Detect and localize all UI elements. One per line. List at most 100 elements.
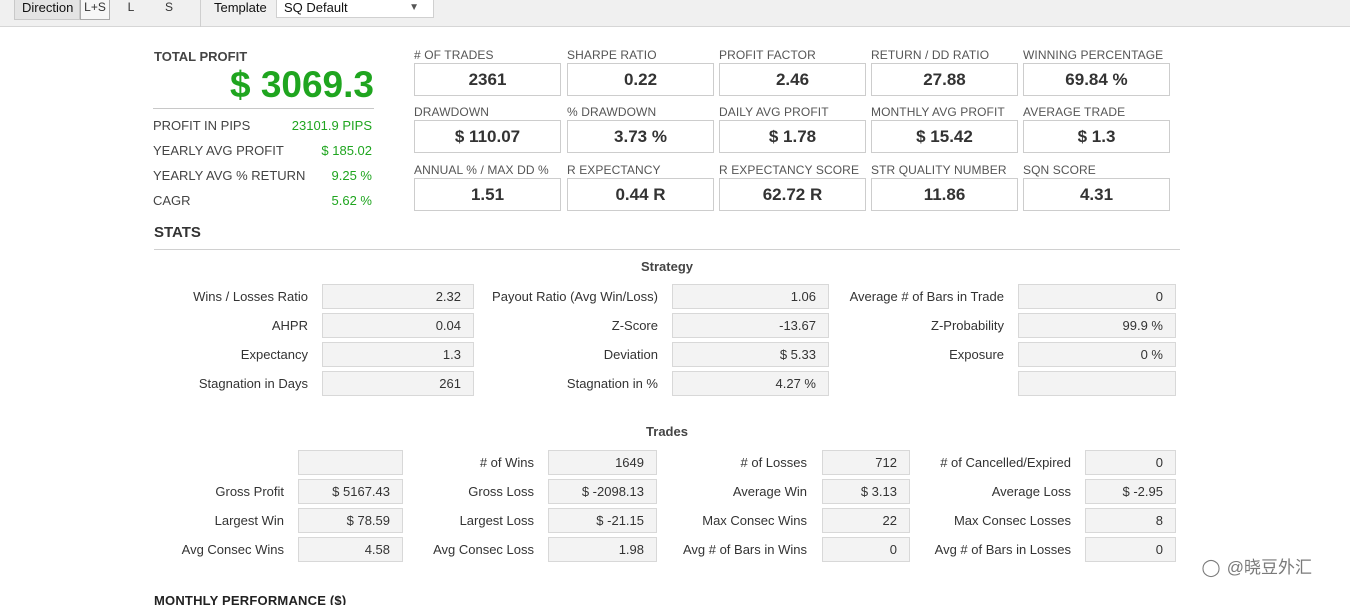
trades-field-value: 1.98 [548,537,657,562]
strategy-field-label: Stagnation in Days [198,376,308,391]
metric-value: 3.73 % [567,120,714,153]
metric-value: $ 1.3 [1023,120,1170,153]
metric-label: # OF TRADES [414,48,494,62]
toolbar-divider [200,0,201,27]
metric-value: 27.88 [871,63,1018,96]
metric-card-str-quality-number: STR QUALITY NUMBER 11.86 [871,163,1018,211]
chevron-down-icon[interactable]: ▼ [409,2,419,13]
metric-card-daily-avg-profit: DAILY AVG PROFIT $ 1.78 [719,105,866,153]
metric-value: 4.31 [1023,178,1170,211]
template-label: Template [214,0,267,15]
metric-label: MONTHLY AVG PROFIT [871,105,1005,119]
metric-value: 62.72 R [719,178,866,211]
strategy-field-label: Wins / Losses Ratio [193,289,308,304]
metric-card-annual-max-dd: ANNUAL % / MAX DD % 1.51 [414,163,561,211]
metric-card-sharpe-ratio: SHARPE RATIO 0.22 [567,48,714,96]
template-select[interactable]: SQ Default ▼ [276,0,434,18]
trades-field-value: 8 [1085,508,1176,533]
metric-card-r-expectancy: R EXPECTANCY 0.44 R [567,163,714,211]
metric-label: DAILY AVG PROFIT [719,105,829,119]
metric-card-sqn-score: SQN SCORE 4.31 [1023,163,1170,211]
trades-field-label: Average Loss [991,484,1071,499]
summary-value: 23101.9 PIPS [291,118,372,133]
trades-field-value: 0 [822,537,910,562]
total-profit-divider [153,108,374,109]
metric-value: 69.84 % [1023,63,1170,96]
trades-field-value: 4.58 [298,537,403,562]
trades-field-label: Gross Loss [468,484,534,499]
summary-label: PROFIT IN PIPS [153,118,251,133]
trades-field-value: 1649 [548,450,657,475]
strategy-field-label: Exposure [949,347,1004,362]
strategy-field-value-empty [1018,371,1176,396]
trades-field-value: $ 5167.43 [298,479,403,504]
total-profit-label: TOTAL PROFIT [154,49,248,64]
strategy-field-label: Z-Score [611,318,658,333]
summary-label: YEARLY AVG % RETURN [153,168,306,183]
metric-value: 0.44 R [567,178,714,211]
stats-divider [154,249,1180,250]
trades-field-value: $ -2098.13 [548,479,657,504]
metric-card-return-dd-ratio: RETURN / DD RATIO 27.88 [871,48,1018,96]
trades-field-label: # of Wins [479,455,534,470]
metric-label: R EXPECTANCY SCORE [719,163,860,177]
trades-field-label: Largest Loss [459,513,534,528]
wechat-logo-icon: ◯ [1201,558,1221,577]
watermark: ◯ @晓豆外汇 [1200,553,1312,578]
trades-field-label: Avg Consec Loss [433,542,534,557]
strategy-field-label: Expectancy [240,347,308,362]
trades-field-value: 0 [1085,537,1176,562]
strategy-field-value: 0 [1018,284,1176,309]
strategy-field-label: Z-Probability [931,318,1004,333]
trades-field-value: $ -2.95 [1085,479,1176,504]
trades-field-label: # of Losses [740,455,808,470]
metric-label: DRAWDOWN [414,105,490,119]
metric-value: $ 15.42 [871,120,1018,153]
metric-value: 1.51 [414,178,561,211]
watermark-text: @晓豆外汇 [1226,558,1312,577]
strategy-field-label: Deviation [603,347,658,362]
summary-row-profit-pips: PROFIT IN PIPS 23101.9 PIPS [153,118,374,138]
metric-card-profit-factor: PROFIT FACTOR 2.46 [719,48,866,96]
metric-label: % DRAWDOWN [567,105,657,119]
metric-card-percent-drawdown: % DRAWDOWN 3.73 % [567,105,714,153]
trades-field-label: Max Consec Wins [702,513,807,528]
metric-label: SHARPE RATIO [567,48,657,62]
direction-option-long-short[interactable]: L+S [80,0,110,20]
summary-row-cagr: CAGR 5.62 % [153,193,374,213]
trades-field-label: Largest Win [214,513,284,528]
total-profit-value: $ 3069.3 [229,64,374,105]
strategy-field-value: 1.06 [672,284,829,309]
summary-value: 9.25 % [331,168,372,183]
metric-value: 0.22 [567,63,714,96]
summary-value: $ 185.02 [321,143,372,158]
strategy-section-title: Strategy [640,259,694,274]
strategy-field-value: $ 5.33 [672,342,829,367]
strategy-field-value: 4.27 % [672,371,829,396]
trades-field-value-empty [298,450,403,475]
trades-field-label: Max Consec Losses [953,513,1071,528]
metric-card-monthly-avg-profit: MONTHLY AVG PROFIT $ 15.42 [871,105,1018,153]
metric-value: 2361 [414,63,561,96]
metric-label: RETURN / DD RATIO [871,48,990,62]
trades-field-value: 0 [1085,450,1176,475]
trades-field-value: $ -21.15 [548,508,657,533]
trades-field-label: Avg # of Bars in Wins [682,542,807,557]
strategy-field-value: 1.3 [322,342,474,367]
trades-section-title: Trades [646,424,688,439]
direction-option-long[interactable]: L [127,0,135,14]
strategy-field-label: Stagnation in % [566,376,658,391]
metric-value: $ 1.78 [719,120,866,153]
strategy-field-label: Payout Ratio (Avg Win/Loss) [492,289,658,304]
trades-field-label: Avg Consec Wins [181,542,284,557]
strategy-field-label: AHPR [271,318,308,333]
strategy-field-value: -13.67 [672,313,829,338]
metric-label: AVERAGE TRADE [1023,105,1126,119]
trades-field-label: Avg # of Bars in Losses [934,542,1071,557]
direction-option-short[interactable]: S [164,0,173,14]
trades-field-label: # of Cancelled/Expired [940,455,1071,470]
metric-label: STR QUALITY NUMBER [871,163,1007,177]
metric-value: $ 110.07 [414,120,561,153]
strategy-field-value: 261 [322,371,474,396]
strategy-field-value: 0 % [1018,342,1176,367]
